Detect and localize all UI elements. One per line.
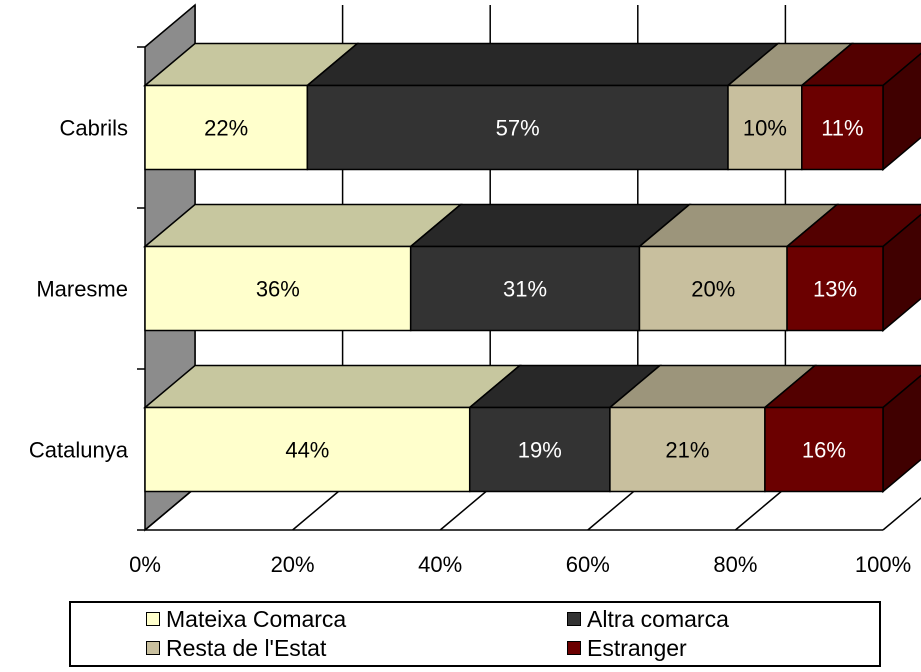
floor-gridline [734, 487, 786, 531]
bar-top-face [142, 203, 463, 248]
legend-swatch [146, 640, 160, 655]
legend-label: Mateixa Comarca [166, 606, 347, 632]
bar-segment [144, 84, 309, 171]
legend-item-mateixa-comarca: Mateixa Comarca [146, 606, 346, 632]
data-label: 31% [503, 277, 547, 302]
x-tick-label: 40% [418, 552, 462, 577]
legend-label: Estranger [587, 635, 687, 661]
bar-segment [144, 245, 412, 332]
bar-segment [638, 245, 788, 332]
bar-segment [764, 406, 884, 493]
legend-item-altra-comarca: Altra comarca [567, 606, 729, 632]
data-label: 10% [743, 116, 787, 141]
bar-segment [468, 406, 611, 493]
stacked-bar-chart: 22% 57% 10% 11% Cabrils 36% 31% 20% 13% Maresme 44… [29, 3, 921, 577]
data-label: 21% [665, 438, 709, 463]
data-label: 57% [496, 116, 540, 141]
bar-segment [786, 245, 884, 332]
legend-swatch [567, 611, 581, 626]
category-label: Catalunya [29, 438, 129, 463]
legend-label: Altra comarca [587, 606, 729, 632]
floor-gridline [882, 497, 921, 531]
category-label: Maresme [36, 277, 128, 302]
chart-legend: Mateixa Comarca Altra comarca Resta de l… [69, 601, 881, 667]
legend-swatch [146, 611, 160, 626]
legend-item-estranger: Estranger [567, 635, 687, 661]
bar-top-face [142, 364, 522, 409]
floor-gridline [144, 487, 196, 531]
x-tick-label: 100% [855, 552, 911, 577]
legend-label: Resta de l'Estat [166, 635, 327, 661]
bar-segment [409, 245, 641, 332]
bar-segment [727, 84, 803, 171]
x-tick-label: 80% [713, 552, 757, 577]
data-label: 36% [256, 277, 300, 302]
category-label: Cabrils [60, 116, 128, 141]
data-label: 16% [802, 438, 846, 463]
data-label: 13% [813, 277, 857, 302]
bar-segment [144, 406, 471, 493]
floor-gridline [292, 487, 344, 531]
floor-gridline [587, 487, 639, 531]
data-label: 19% [518, 438, 562, 463]
x-tick-label: 20% [271, 552, 315, 577]
legend-item-resta-de-l-estat: Resta de l'Estat [146, 635, 326, 661]
bar-top-face [305, 42, 781, 87]
x-tick-label: 60% [566, 552, 610, 577]
data-label: 11% [821, 116, 863, 141]
data-label: 20% [691, 277, 735, 302]
x-tick-label: 0% [129, 552, 161, 577]
bar-segment [801, 84, 884, 171]
data-label: 22% [204, 116, 248, 141]
bar-segment [306, 84, 729, 171]
legend-swatch [567, 640, 581, 655]
data-label: 44% [285, 438, 329, 463]
floor-gridline [439, 487, 491, 531]
